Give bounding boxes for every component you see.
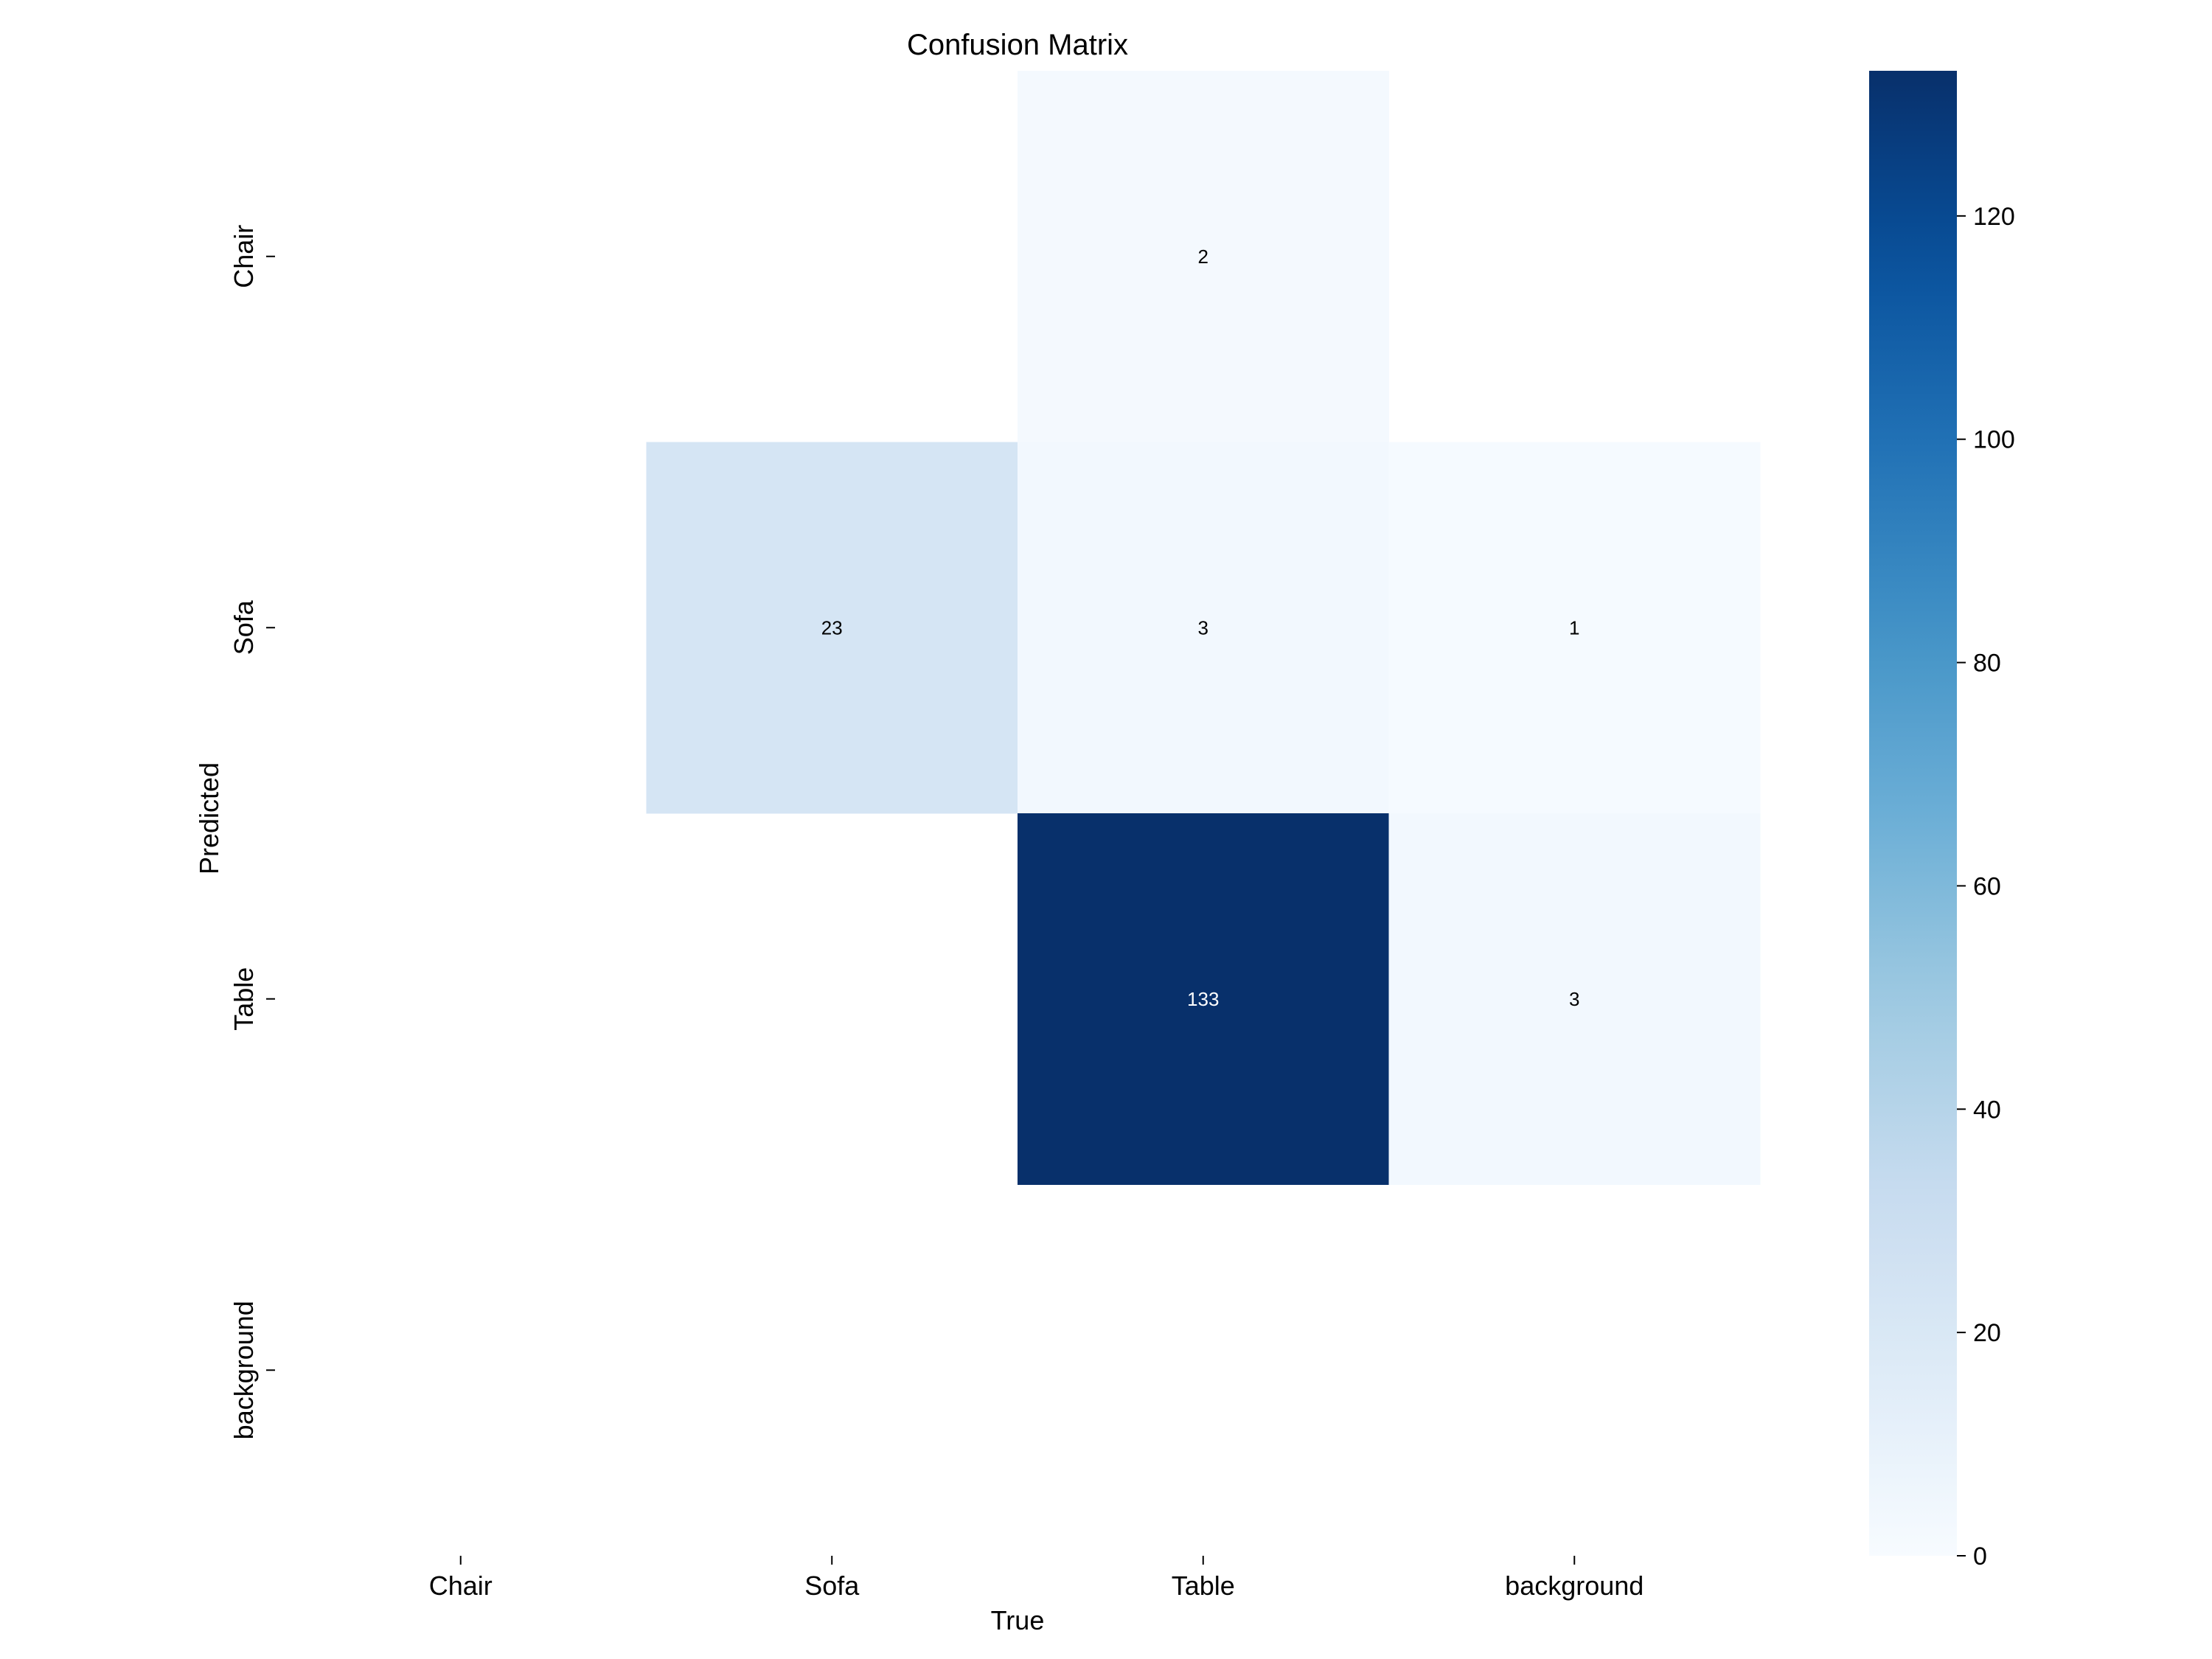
x-tick-label: Sofa xyxy=(804,1571,860,1601)
y-axis-label: Predicted xyxy=(194,762,224,874)
cell-value-label: 1 xyxy=(1569,616,1579,639)
x-axis-label: True xyxy=(991,1605,1045,1635)
colorbar-tick-label: 20 xyxy=(1973,1319,2001,1347)
colorbar-gradient xyxy=(1869,71,1957,1556)
colorbar: 0 20 40 60 80 100 120 xyxy=(1869,71,2015,1571)
heatmap-cell xyxy=(1018,71,1389,442)
cell-value-label: 3 xyxy=(1569,988,1579,1010)
y-tick-label: Chair xyxy=(229,225,259,288)
heatmap-cell xyxy=(1388,813,1761,1185)
heatmap-cell xyxy=(1018,442,1389,814)
cell-value-label: 133 xyxy=(1187,988,1219,1010)
x-tick-label: background xyxy=(1505,1571,1644,1601)
heatmap-cell xyxy=(1388,442,1761,814)
y-tick-label: Table xyxy=(229,967,259,1031)
colorbar-tick-label: 80 xyxy=(1973,650,2001,678)
heatmap-cell xyxy=(1018,813,1389,1185)
colorbar-tick-label: 40 xyxy=(1973,1096,2001,1124)
y-tick-label: background xyxy=(229,1301,259,1439)
colorbar-tick-label: 0 xyxy=(1973,1543,1987,1571)
y-axis: Chair Sofa Table background xyxy=(229,225,275,1439)
cell-value-label: 23 xyxy=(821,616,843,639)
colorbar-tick-label: 100 xyxy=(1973,426,2015,454)
colorbar-tick-label: 120 xyxy=(1973,203,2015,231)
cell-value-label: 2 xyxy=(1198,246,1208,268)
colorbar-tick-label: 60 xyxy=(1973,872,2001,900)
heatmap-cells: 2 23 3 1 133 3 xyxy=(646,71,1761,1185)
x-axis: Chair Sofa Table background xyxy=(429,1556,1644,1601)
x-tick-label: Chair xyxy=(429,1571,493,1601)
y-tick-label: Sofa xyxy=(229,599,259,655)
chart-title: Confusion Matrix xyxy=(907,29,1128,61)
x-tick-label: Table xyxy=(1172,1571,1235,1601)
heatmap-cell xyxy=(646,442,1018,814)
cell-value-label: 3 xyxy=(1198,616,1208,639)
